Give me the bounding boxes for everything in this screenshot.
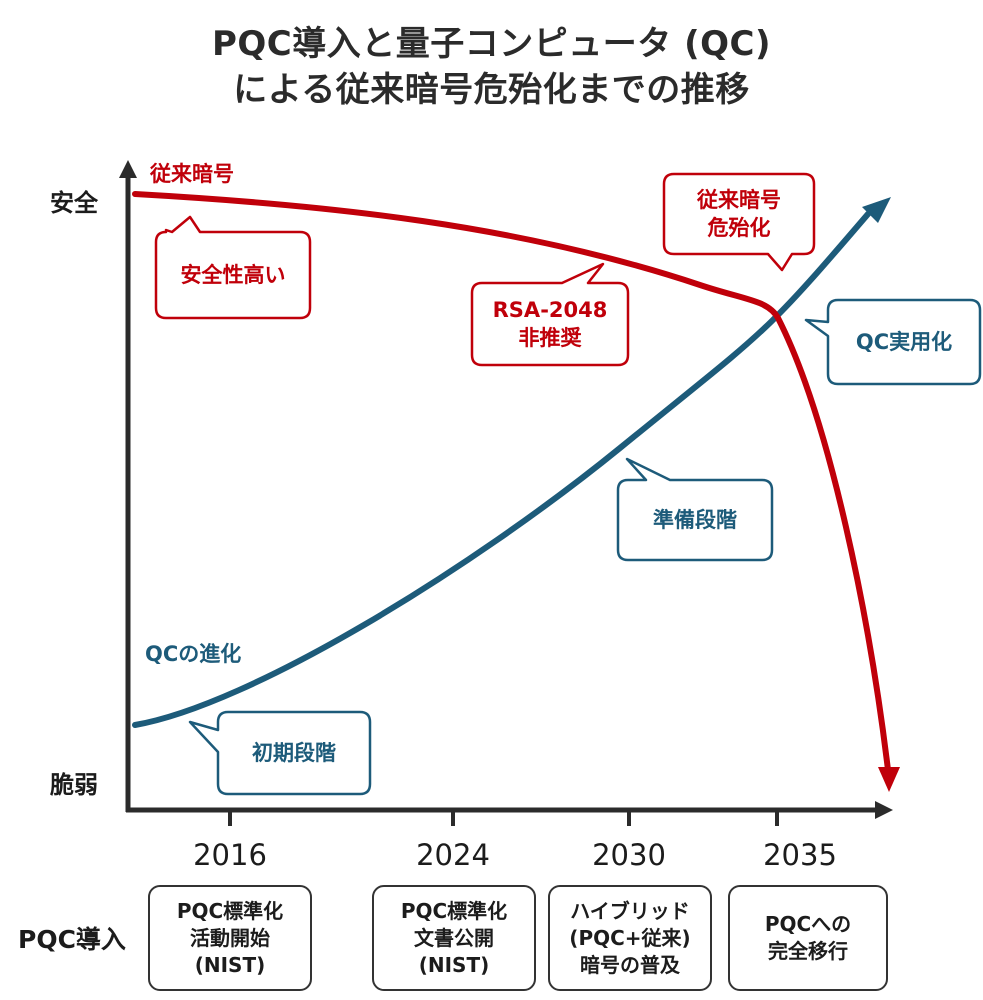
title-line-1: PQC導入と量子コンピュータ (QC) [211, 24, 772, 64]
year-label-2030: 2030 [592, 838, 666, 872]
x-axis-arrowhead [875, 801, 893, 819]
year-label-2016: 2016 [193, 838, 267, 872]
pqc-milestone-2024: PQC標準化 文書公開 (NIST) [372, 885, 536, 991]
pqc-row-label: PQC導入 [18, 925, 126, 954]
callout-bubble-high-security [154, 215, 312, 320]
callout-rsa-deprecated: RSA-2048 非推奨 [492, 297, 608, 350]
y-axis-bottom-label: 脆弱 [50, 771, 98, 799]
callout-compromised: 従来暗号 危殆化 [697, 187, 781, 240]
classical-crypto-curve [132, 191, 891, 773]
qc-evolution-curve [132, 211, 871, 728]
callout-bubble-preparation [616, 457, 774, 562]
classical-curve-arrowhead [878, 767, 900, 792]
callout-bubble-compromised [662, 172, 816, 272]
callout-initial: 初期段階 [252, 740, 336, 765]
title-line-2: による従来暗号危殆化までの推移 [233, 70, 750, 110]
pqc-milestone-2016: PQC標準化 活動開始 (NIST) [148, 885, 312, 991]
y-axis-arrowhead [119, 160, 137, 178]
series-label-classical: 従来暗号 [150, 162, 234, 186]
callout-qc-practical: QC実用化 [855, 329, 953, 354]
callout-bubble-initial [188, 710, 372, 796]
pqc-milestone-2030: ハイブリッド (PQC+従来) 暗号の普及 [548, 885, 712, 991]
qc-curve-arrowhead [862, 197, 891, 223]
callout-bubble-rsa [470, 262, 630, 367]
y-axis-top-label: 安全 [50, 189, 98, 217]
pqc-milestone-2035: PQCへの 完全移行 [728, 885, 888, 991]
callout-bubble-qc-practical [804, 298, 982, 386]
year-label-2024: 2024 [416, 838, 490, 872]
series-label-qc: QCの進化 [145, 642, 242, 666]
callout-high-security: 安全性高い [180, 262, 286, 287]
callout-preparation: 準備段階 [653, 507, 737, 532]
year-label-2035: 2035 [763, 838, 837, 872]
